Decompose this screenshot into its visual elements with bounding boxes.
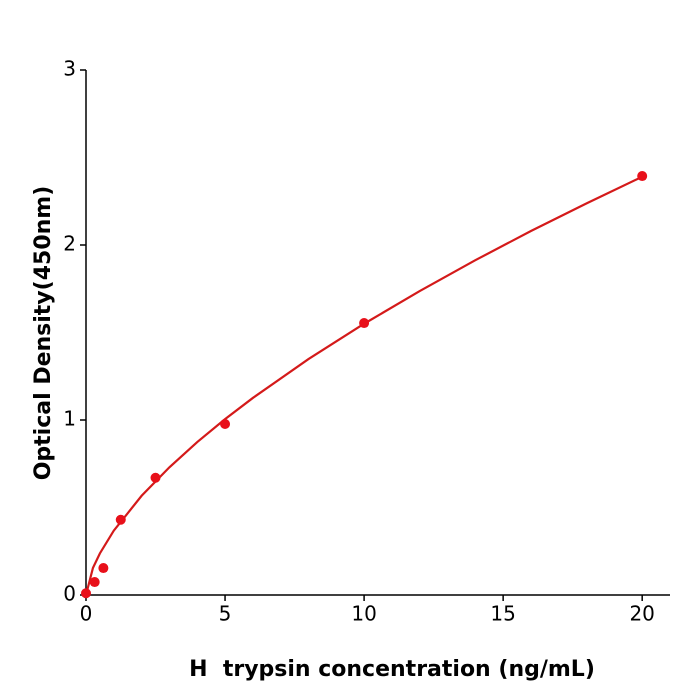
y-tick-label: 1: [63, 407, 76, 431]
data-point: [98, 563, 109, 574]
x-tick-label: 10: [351, 602, 376, 626]
x-tick-label: 5: [219, 602, 232, 626]
x-tick-label: 15: [490, 602, 515, 626]
x-tick-label: 20: [629, 602, 654, 626]
data-point: [115, 514, 126, 525]
data-point: [150, 472, 161, 483]
x-tick-label: 0: [80, 602, 93, 626]
y-tick-label: 2: [63, 232, 76, 256]
data-point: [81, 588, 91, 599]
data-point: [359, 318, 370, 329]
y-tick-label: 0: [63, 582, 76, 606]
data-point: [89, 577, 100, 588]
x-axis-label: H trypsin concentration (ng/mL): [189, 657, 595, 682]
fit-curve: [84, 175, 643, 596]
y-axis-label: Optical Density(450nm): [31, 186, 56, 481]
data-point: [220, 419, 231, 430]
y-tick-label: 3: [63, 57, 76, 81]
data-point: [637, 171, 648, 182]
